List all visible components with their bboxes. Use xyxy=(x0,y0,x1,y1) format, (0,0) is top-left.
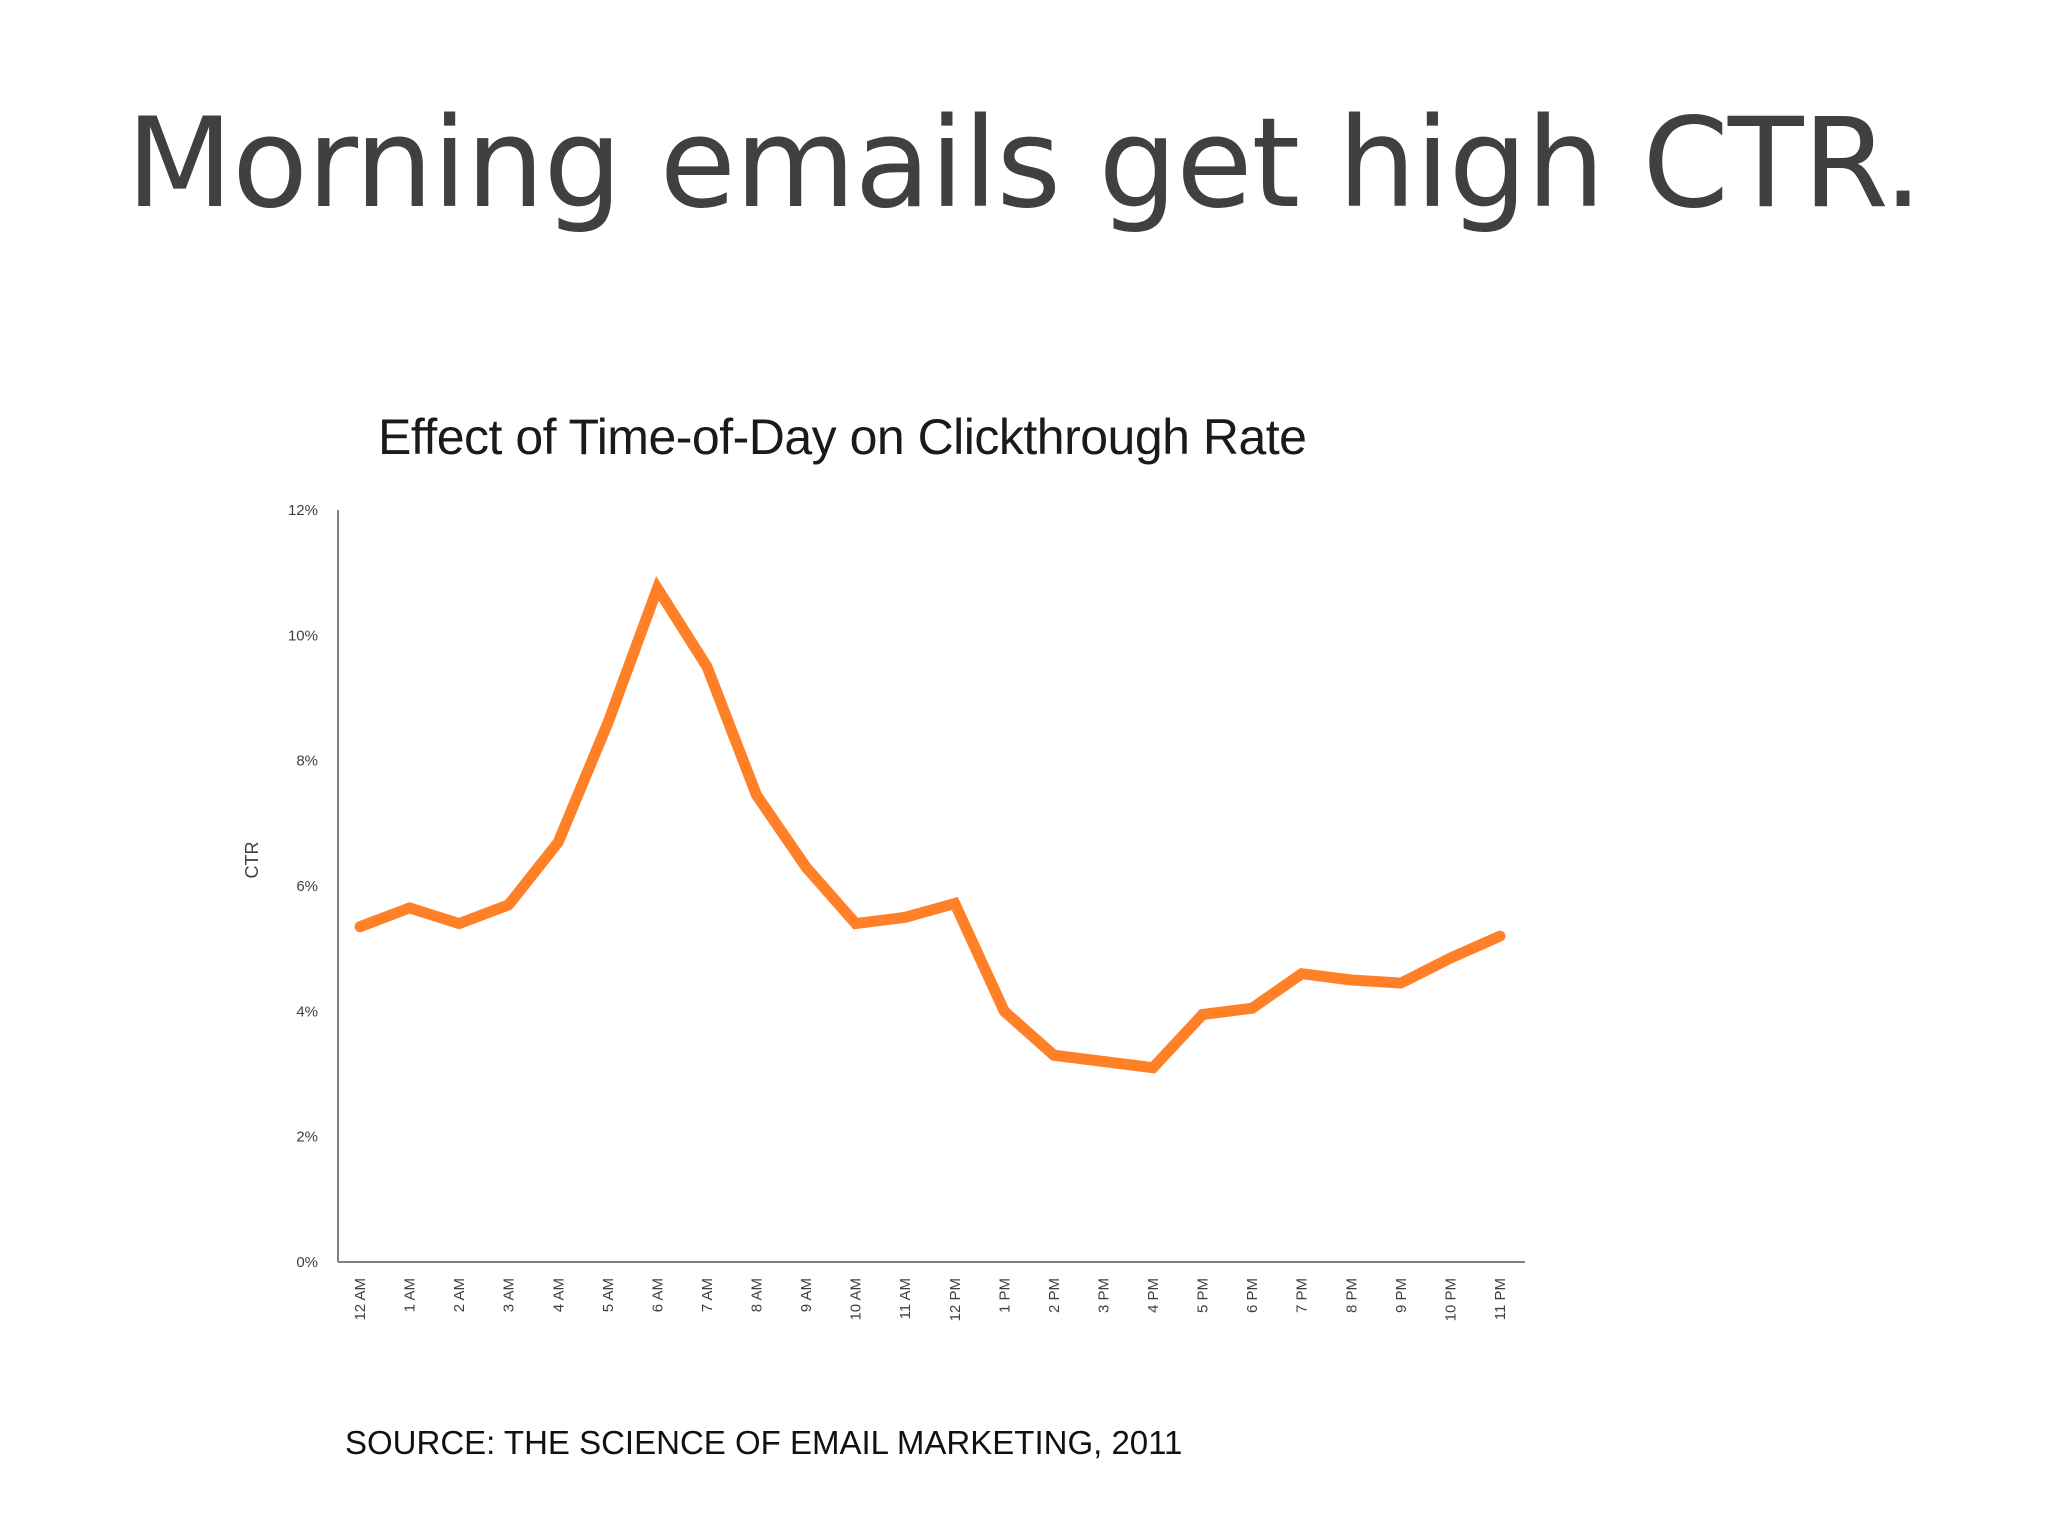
x-tick-label: 3 AM xyxy=(501,1278,518,1312)
x-tick-label: 4 PM xyxy=(1145,1278,1162,1313)
x-tick-label: 12 AM xyxy=(352,1278,369,1321)
x-tick-label: 6 AM xyxy=(649,1278,666,1312)
chart-title: Effect of Time-of-Day on Clickthrough Ra… xyxy=(378,409,1307,465)
x-tick-label: 5 PM xyxy=(1195,1278,1212,1313)
y-tick-label: 2% xyxy=(296,1129,318,1146)
x-tick-label: 1 PM xyxy=(996,1278,1013,1313)
y-tick-label: 6% xyxy=(296,878,318,895)
data-point xyxy=(656,587,658,589)
source-note: SOURCE: THE SCIENCE OF EMAIL MARKETING, … xyxy=(345,1424,1183,1461)
x-tick-label: 7 AM xyxy=(699,1278,716,1312)
data-point xyxy=(756,794,758,796)
data-point xyxy=(557,841,559,843)
data-point xyxy=(805,866,807,868)
x-tick-label: 8 AM xyxy=(749,1278,766,1312)
series-layer xyxy=(354,575,1506,1074)
x-tick-label: 7 PM xyxy=(1294,1278,1311,1313)
x-tick-label: 3 PM xyxy=(1095,1278,1112,1313)
x-tick-label: 4 AM xyxy=(550,1278,567,1312)
x-tick-label: 2 AM xyxy=(451,1278,468,1312)
y-tick-label: 8% xyxy=(296,753,318,770)
data-point xyxy=(1003,1010,1005,1012)
y-tick-label: 4% xyxy=(296,1003,318,1020)
data-point xyxy=(1251,1007,1253,1009)
data-point xyxy=(1053,1054,1055,1056)
x-axis: 12 AM 1 AM 2 AM 3 AM 4 AM 5 AM 6 AM 7 AM 8 AM 9 A… xyxy=(338,1261,1525,1321)
x-tick-label: 11 AM xyxy=(897,1278,914,1319)
data-point xyxy=(1350,979,1352,981)
data-point xyxy=(458,923,460,925)
x-tick-label: 12 PM xyxy=(947,1278,964,1321)
data-point xyxy=(508,904,510,906)
y-tick-label: 12% xyxy=(288,502,318,519)
data-point xyxy=(1102,1060,1104,1062)
data-point xyxy=(409,907,411,909)
x-tick-label: 5 AM xyxy=(600,1278,617,1312)
x-tick-label: 6 PM xyxy=(1244,1278,1261,1313)
y-axis-label-group: CTR xyxy=(242,842,262,879)
y-axis: 0% 2% 4% 6% 8% 10% 12% xyxy=(288,502,339,1271)
x-tick-label: 10 AM xyxy=(848,1278,865,1321)
y-tick-label: 0% xyxy=(296,1254,318,1271)
x-tick-label: 9 AM xyxy=(798,1278,815,1312)
slide-title: Morning emails get high CTR. xyxy=(126,92,1923,236)
x-tick-label: 10 PM xyxy=(1442,1278,1459,1321)
data-point xyxy=(904,916,906,918)
x-tick-label: 8 PM xyxy=(1343,1278,1360,1313)
data-point xyxy=(1202,1013,1204,1015)
data-point xyxy=(855,923,857,925)
data-point xyxy=(1449,957,1451,959)
x-tick-label: 1 AM xyxy=(402,1278,419,1312)
data-point xyxy=(1400,982,1402,984)
x-tick-label: 11 PM xyxy=(1492,1278,1509,1320)
data-point xyxy=(1301,973,1303,975)
x-tick-label: 2 PM xyxy=(1046,1278,1063,1313)
series-line xyxy=(354,575,1506,1074)
data-point xyxy=(706,666,708,668)
data-point xyxy=(1499,935,1501,937)
y-tick-label: 10% xyxy=(288,627,318,644)
data-point xyxy=(607,722,609,724)
x-tick-label: 9 PM xyxy=(1393,1278,1410,1313)
data-point xyxy=(1152,1067,1154,1069)
y-axis-title: CTR xyxy=(242,842,262,879)
data-point xyxy=(359,926,361,928)
data-point xyxy=(954,903,956,905)
